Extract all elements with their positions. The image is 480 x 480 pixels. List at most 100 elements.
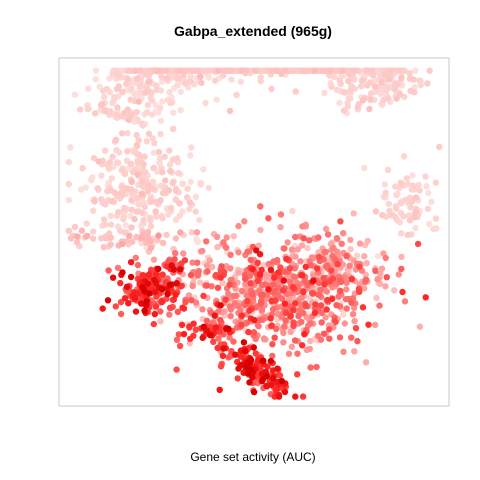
scatter-point	[307, 320, 313, 326]
scatter-point	[388, 212, 394, 218]
scatter-point	[225, 354, 231, 360]
scatter-point	[393, 95, 399, 101]
scatter-point	[270, 306, 276, 312]
scatter-point	[299, 272, 305, 278]
scatter-point	[74, 239, 80, 245]
scatter-point	[383, 190, 389, 196]
scatter-point	[383, 255, 389, 261]
scatter-point	[303, 264, 309, 270]
scatter-point	[164, 75, 170, 81]
scatter-point	[374, 276, 380, 282]
scatter-point	[115, 209, 121, 215]
scatter-point	[135, 262, 141, 268]
scatter-point	[245, 370, 251, 376]
scatter-point	[159, 215, 165, 221]
scatter-point	[312, 310, 318, 316]
scatter-point	[132, 68, 138, 74]
scatter-point	[269, 341, 275, 347]
scatter-point	[187, 199, 193, 205]
scatter-point	[433, 225, 439, 231]
scatter-point	[170, 110, 176, 116]
scatter-point	[66, 159, 72, 165]
scatter-point	[66, 181, 72, 187]
scatter-point	[98, 196, 104, 202]
scatter-point	[88, 177, 94, 183]
scatter-point	[193, 327, 199, 333]
scatter-point	[105, 297, 111, 303]
scatter-point	[409, 172, 415, 178]
scatter-point	[351, 210, 357, 216]
scatter-point	[220, 345, 226, 351]
scatter-point	[323, 226, 329, 232]
scatter-point	[359, 78, 365, 84]
scatter-point	[354, 338, 360, 344]
scatter-point	[113, 147, 119, 153]
scatter-point	[153, 208, 159, 214]
scatter-point	[173, 235, 179, 241]
scatter-point	[137, 83, 143, 89]
scatter-point	[145, 182, 151, 188]
scatter-point	[235, 223, 241, 229]
scatter-point	[287, 329, 293, 335]
scatter-point	[282, 317, 288, 323]
scatter-point	[143, 298, 149, 304]
scatter-point	[212, 312, 218, 318]
scatter-point	[188, 272, 194, 278]
scatter-point	[195, 239, 201, 245]
scatter-point	[268, 315, 274, 321]
scatter-point	[257, 203, 263, 209]
scatter-point	[136, 152, 142, 158]
scatter-point	[417, 324, 423, 330]
scatter-point	[318, 337, 324, 343]
scatter-point	[228, 76, 234, 82]
scatter-point	[289, 208, 295, 214]
scatter-point	[160, 271, 166, 277]
scatter-point	[307, 346, 313, 352]
scatter-point	[170, 180, 176, 186]
scatter-point	[195, 68, 201, 74]
scatter-point	[411, 214, 417, 220]
scatter-point	[128, 274, 134, 280]
scatter-point	[182, 299, 188, 305]
scatter-point	[335, 294, 341, 300]
scatter-point	[102, 222, 108, 228]
scatter-point	[379, 212, 385, 218]
scatter-point	[251, 389, 257, 395]
scatter-point	[351, 318, 357, 324]
scatter-point	[357, 240, 363, 246]
scatter-point	[337, 288, 343, 294]
scatter-point	[339, 241, 345, 247]
scatter-point	[395, 68, 401, 74]
scatter-point	[413, 194, 419, 200]
scatter-point	[228, 313, 234, 319]
scatter-point	[203, 238, 209, 244]
scatter-point	[340, 230, 346, 236]
scatter-point	[136, 98, 142, 104]
scatter-point	[368, 90, 374, 96]
scatter-point	[182, 80, 188, 86]
scatter-point	[155, 232, 161, 238]
scatter-point	[207, 332, 213, 338]
scatter-point	[292, 393, 298, 399]
scatter-point	[190, 321, 196, 327]
scatter-point	[416, 78, 422, 84]
scatter-point	[68, 235, 74, 241]
scatter-point	[341, 89, 347, 95]
scatter-point	[406, 70, 412, 76]
scatter-point	[323, 249, 329, 255]
scatter-point	[321, 281, 327, 287]
scatter-point	[352, 68, 358, 74]
scatter-point	[344, 305, 350, 311]
scatter-point	[345, 78, 351, 84]
scatter-point	[255, 278, 261, 284]
scatter-point	[360, 97, 366, 103]
scatter-point	[325, 231, 331, 237]
scatter-point	[141, 308, 147, 314]
scatter-point	[337, 334, 343, 340]
scatter-point	[84, 220, 90, 226]
scatter-point	[299, 68, 305, 74]
scatter-point	[242, 276, 248, 282]
scatter-point	[315, 292, 321, 298]
scatter-point	[114, 86, 120, 92]
scatter-point	[232, 300, 238, 306]
